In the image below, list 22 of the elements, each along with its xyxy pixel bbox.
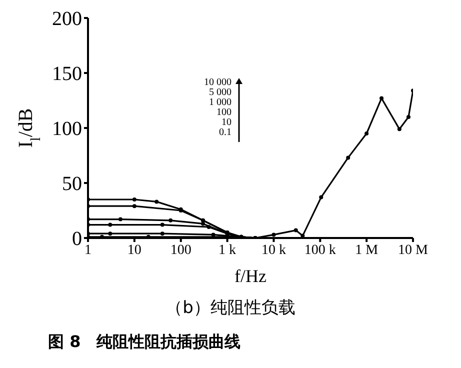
x-tick-label: 10 [127,242,142,258]
text: 图 8 纯阻性阻抗插损曲线 [48,332,241,353]
y-tick-label: 200 [52,8,82,30]
x-tick-label: 10 k [261,242,286,258]
annotation: 10 [220,117,232,128]
x-tick-label: 10 M [398,242,429,258]
x-tick-label: 100 [170,242,192,258]
x-tick-label: 1 [84,242,92,258]
y-tick-label: 50 [62,173,82,196]
annotation: 5 000 [208,87,232,98]
annotation: 1 000 [208,97,232,108]
annotation: 100 [216,107,232,118]
y-tick-label: 100 [52,118,82,140]
x-tick-label: 100 k [304,242,336,258]
x-axis-title: f/Hz [234,266,266,286]
x-tick-label: 1 k [218,242,236,258]
y-tick-label: 0 [72,228,82,250]
y-tick-label: 150 [52,63,82,86]
annotation: 10 000 [204,77,232,88]
x-tick-label: 1 M [355,242,379,258]
annotation: 0.1 [218,127,232,138]
text: （b）纯阻性负载 [164,297,296,319]
